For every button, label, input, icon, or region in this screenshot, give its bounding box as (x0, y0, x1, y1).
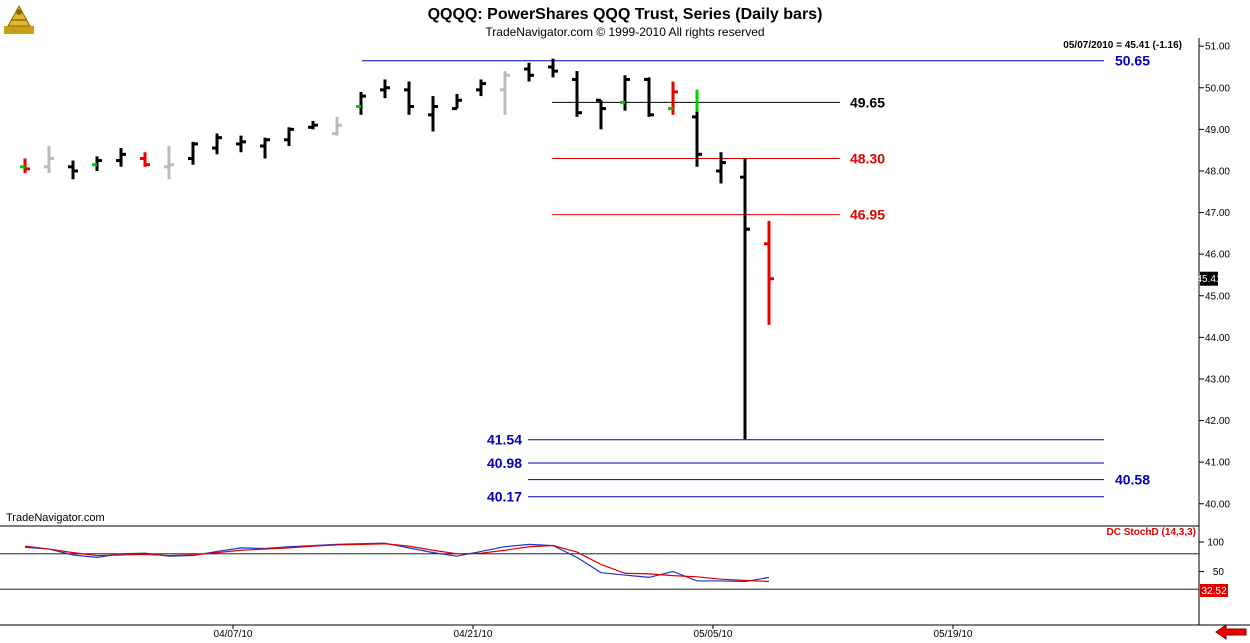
y-tick-label: 50.00 (1205, 83, 1230, 94)
ohlc-bar (764, 220, 774, 325)
ohlc-bar (380, 79, 390, 99)
ohlc-bar (92, 156, 102, 171)
annotation-label: 49.65 (850, 94, 885, 110)
annotation-label: 41.54 (487, 432, 522, 448)
x-tick-label: 04/07/10 (214, 629, 253, 640)
trade-navigator-logo-icon[interactable] (4, 4, 34, 34)
y-tick-label: 43.00 (1205, 374, 1230, 385)
indicator-name: DC StochD (14,3,3) (1107, 527, 1196, 538)
ohlc-bar (308, 121, 318, 130)
indicator-tick-label: 100 (1207, 538, 1224, 549)
scroll-right-arrow-icon[interactable] (1215, 624, 1247, 640)
ohlc-bar (284, 127, 294, 146)
indicator-series-line (24, 543, 770, 583)
date-axis: 04/07/10 04/21/10 05/05/10 05/19/10 (214, 625, 973, 640)
indicator-last-value: 32.52 (1201, 586, 1226, 597)
y-tick-label: 46.00 (1205, 250, 1230, 261)
annotation-label: 40.58 (1115, 472, 1150, 488)
ohlc-bar (644, 77, 654, 117)
ohlc-bar (236, 135, 246, 153)
ohlc-bar (476, 79, 486, 97)
y-tick-label: 48.00 (1205, 166, 1230, 177)
copyright-subtitle: TradeNavigator.com © 1999-2010 All right… (485, 25, 764, 39)
ohlc-bar (68, 160, 78, 180)
watermark: TradeNavigator.com (6, 512, 105, 524)
ohlc-bar (188, 141, 198, 165)
current-price-tag: 45.41 (1196, 271, 1222, 286)
ohlc-bar (716, 152, 726, 184)
ohlc-bar (620, 75, 630, 111)
ohlc-bar (260, 137, 270, 159)
y-tick-label: 51.00 (1205, 42, 1230, 53)
ohlc-bar (500, 71, 510, 115)
y-tick-label: 45.00 (1205, 291, 1230, 302)
y-tick-label: 42.00 (1205, 416, 1230, 427)
ohlc-bar (212, 133, 222, 155)
ohlc-bar (548, 58, 558, 78)
ohlc-bar (116, 148, 126, 167)
ohlc-bar (524, 62, 534, 82)
ohlc-bar (140, 152, 150, 167)
indicator-value-tag: 32.52 (1200, 584, 1228, 597)
y-tick-label: 44.00 (1205, 333, 1230, 344)
ohlc-bar (740, 158, 750, 440)
annotation-label: 48.30 (850, 150, 885, 166)
x-tick-label: 05/05/10 (694, 629, 733, 640)
ohlc-bar (452, 94, 462, 111)
ohlc-bar (692, 89, 702, 167)
y-tick-label: 49.00 (1205, 125, 1230, 136)
ohlc-bar (164, 146, 174, 180)
x-tick-label: 05/19/10 (934, 629, 973, 640)
price-axis: 40.00 41.00 42.00 43.00 44.00 45.00 46.00 47.00… (1199, 42, 1230, 510)
annotation-label: 46.95 (850, 207, 885, 223)
last-bar-info: 05/07/2010 = 45.41 (-1.16) (1063, 40, 1182, 51)
ohlc-bar (356, 91, 366, 115)
y-tick-label: 40.00 (1205, 499, 1230, 510)
ohlc-bar (596, 98, 606, 130)
stochastic-pane: 100 50 (0, 538, 1224, 590)
y-tick-label: 47.00 (1205, 208, 1230, 219)
ohlc-bar (428, 96, 438, 132)
indicator-tick-label: 50 (1213, 567, 1225, 578)
ohlc-bar (44, 146, 54, 174)
x-tick-label: 04/21/10 (454, 629, 493, 640)
annotation-label: 40.98 (487, 455, 522, 471)
ohlc-bar (668, 81, 678, 115)
annotation-label: 40.17 (487, 489, 522, 505)
y-tick-label: 41.00 (1205, 458, 1230, 469)
annotation-label: 50.65 (1115, 53, 1150, 69)
ohlc-bar (404, 81, 414, 115)
chart-title: QQQQ: PowerShares QQQ Trust, Series (Dai… (428, 6, 823, 23)
ohlc-bar (572, 71, 582, 117)
current-price-label: 45.41 (1196, 274, 1221, 285)
price-bars (20, 58, 774, 440)
ohlc-bar (332, 116, 342, 136)
ohlc-bar (20, 158, 30, 174)
